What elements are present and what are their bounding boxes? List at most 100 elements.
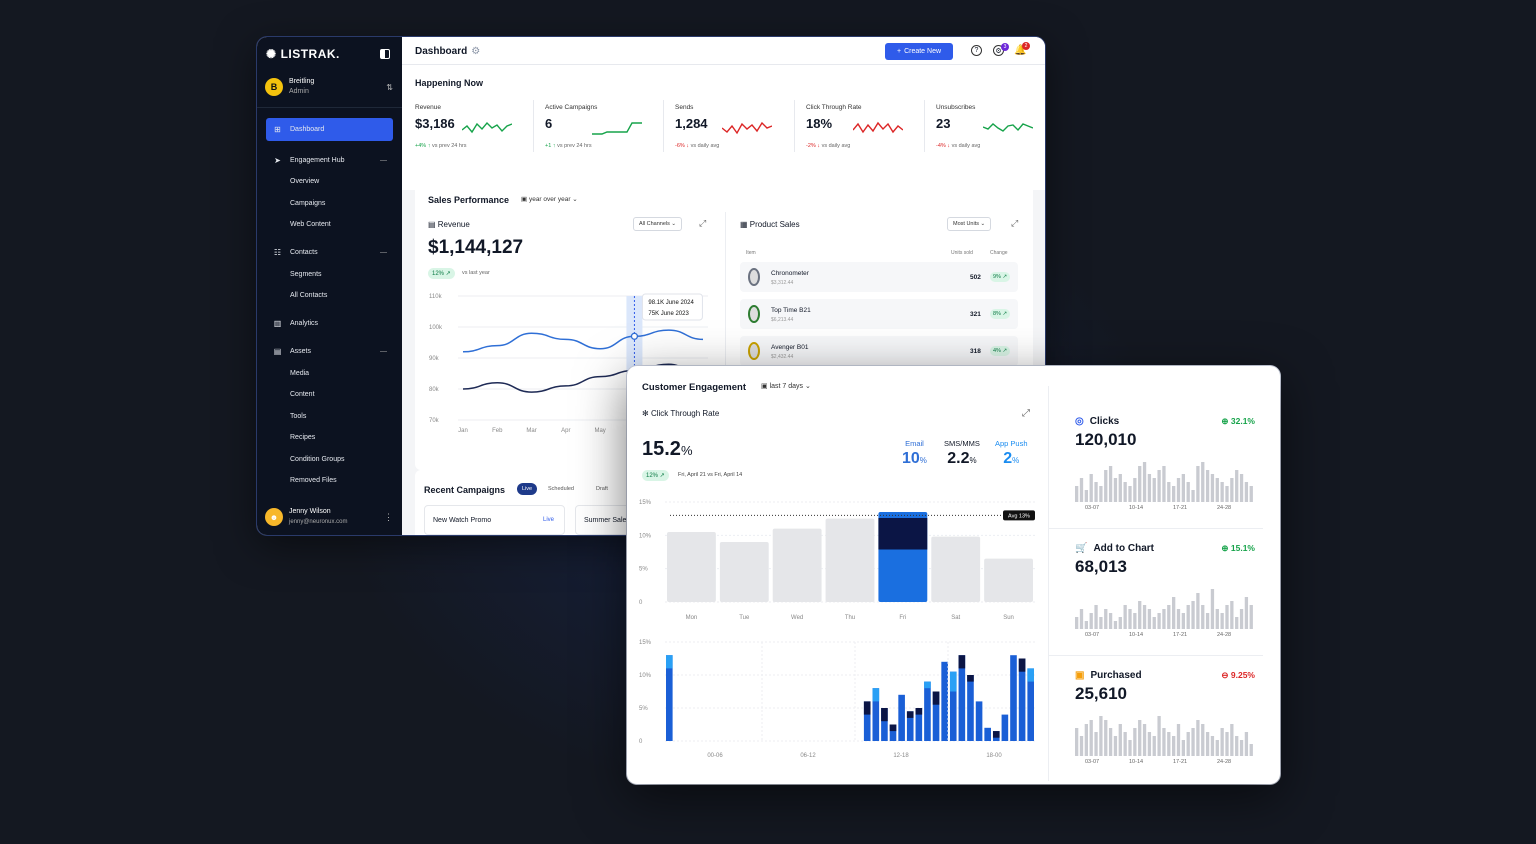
- tab-scheduled[interactable]: Scheduled: [548, 486, 574, 492]
- campaign-card[interactable]: New Watch Promo Live: [424, 505, 565, 535]
- kpi-click-through-rate[interactable]: Click Through Rate 18% -2% ↓ vs daily avg: [806, 104, 936, 182]
- product-row[interactable]: Chronometer $3,312.44 502 9% ↗: [740, 262, 1018, 292]
- sidebar-item-content[interactable]: Content: [266, 384, 393, 406]
- kpi-delta: +4% ↑ vs prev 24 hrs: [415, 143, 467, 149]
- sidebar-item-recipes[interactable]: Recipes: [266, 427, 393, 449]
- stat-clicks[interactable]: ◎ Clicks ⊕ 32.1% 120,010 03-07 10-14 17-21 24-2…: [1075, 416, 1255, 526]
- sidebar-item-analytics[interactable]: ▥ Analytics: [266, 313, 393, 335]
- bar: [915, 708, 923, 741]
- stat-mini-bar-chart: [1075, 716, 1253, 756]
- hourly-stacked-bar-chart: 15% 10% 5% 0 00-06 06-12 12-18 18-00: [639, 640, 1035, 759]
- bag-icon: ▣: [1075, 670, 1085, 681]
- range-select[interactable]: ▣ last 7 days ⌄: [761, 383, 811, 390]
- kpi-active-campaigns[interactable]: Active Campaigns 6 +1 ↑ vs prev 24 hrs: [545, 104, 675, 182]
- kpi-revenue[interactable]: Revenue $3,186 +4% ↑ vs prev 24 hrs: [415, 104, 545, 182]
- bar: [1075, 617, 1079, 629]
- help-icon[interactable]: ?: [971, 45, 982, 56]
- bar: [1162, 609, 1166, 629]
- change-badge: 9% ↗: [990, 272, 1011, 282]
- sidebar-item-segments[interactable]: Segments: [266, 264, 393, 286]
- sidebar-item-label: Content: [290, 391, 315, 399]
- bar: [825, 518, 875, 602]
- sidebar-item-web-content[interactable]: Web Content: [266, 214, 393, 236]
- divider: [1048, 386, 1049, 781]
- expand-icon[interactable]: ⤢: [1011, 218, 1019, 228]
- y-tick-label: 15%: [639, 640, 652, 646]
- divider: [533, 100, 534, 152]
- product-row[interactable]: Avenger B01 $2,432.44 318 4% ↗: [740, 336, 1018, 366]
- kpi-delta: -6% ↓ vs daily avg: [675, 143, 720, 149]
- watch-image: [748, 305, 760, 323]
- arrow-down-circle-icon: ⊖: [1221, 670, 1231, 680]
- bar: [1191, 490, 1195, 502]
- x-tick-label: 12-18: [893, 753, 909, 759]
- arrow-down-icon: ↓: [945, 143, 952, 149]
- bar: [924, 681, 931, 741]
- sidebar-item-media[interactable]: Media: [266, 363, 393, 385]
- sidebar-item-engagement-hub[interactable]: ➤ Engagement Hub —: [266, 149, 393, 171]
- arrow-up-icon: ↑: [551, 143, 558, 149]
- watch-image: [748, 268, 760, 286]
- sidebar: ✺ LISTRAK. B Breitling Admin ⇅ ⊞ Dashboard ➤…: [257, 37, 402, 535]
- sidebar-item-condition-groups[interactable]: Condition Groups: [266, 449, 393, 471]
- tab-live[interactable]: Live: [517, 483, 538, 495]
- campaign-card[interactable]: Summer Sale: [575, 505, 635, 535]
- tab-draft[interactable]: Draft: [596, 486, 608, 492]
- section-title: Recent Campaigns: [424, 485, 506, 495]
- bar-segment: [915, 708, 923, 715]
- expand-icon[interactable]: ⤢: [699, 218, 707, 228]
- channel-select[interactable]: All Channels ⌄: [633, 217, 683, 231]
- settings-gear-icon[interactable]: ⚙: [471, 46, 481, 57]
- collapse-minus-icon[interactable]: —: [380, 156, 387, 164]
- y-tick-label: 0: [639, 739, 643, 745]
- channel-label: Email: [905, 439, 924, 448]
- sidebar-item-overview[interactable]: Overview: [266, 171, 393, 193]
- sidebar-collapse-icon[interactable]: [380, 49, 390, 59]
- ctr-change-badge: 12% ↗: [642, 470, 669, 481]
- user-profile[interactable]: ☻ Jenny Wilson jenny@neuronux.com ⋮: [265, 507, 393, 527]
- revenue-value: $1,144,127: [428, 237, 524, 258]
- stat-add-to-chart[interactable]: 🛒 Add to Chart ⊕ 15.1% 68,013 03-07 10-14 17-2…: [1075, 543, 1255, 653]
- account-name: Breitling: [289, 78, 315, 85]
- sidebar-item-dashboard[interactable]: ⊞ Dashboard: [266, 118, 393, 141]
- channel-smsmms[interactable]: SMS/MMS 2.2%: [944, 439, 980, 468]
- sidebar-item-all-contacts[interactable]: All Contacts: [266, 285, 393, 307]
- expand-icon[interactable]: ⤢: [1022, 408, 1030, 419]
- campaign-name: New Watch Promo: [433, 517, 492, 524]
- sidebar-item-contacts[interactable]: ☷ Contacts —: [266, 242, 393, 264]
- sort-select[interactable]: Most Units ⌄: [947, 217, 992, 231]
- customer-engagement-window: Customer Engagement ▣ last 7 days ⌄ ✻ Cl…: [627, 366, 1280, 784]
- bar: [1186, 732, 1190, 756]
- x-tick-label: 24-28: [1217, 505, 1232, 511]
- range-select[interactable]: ▣ year over year ⌄: [521, 196, 578, 203]
- bar-segment: [1018, 658, 1026, 672]
- bar-segment: [1027, 668, 1034, 682]
- bar: [1133, 613, 1137, 629]
- channel-apppush[interactable]: App Push 2%: [995, 439, 1028, 468]
- bell-icon[interactable]: 🔔: [1014, 45, 1027, 56]
- bar: [1239, 474, 1244, 502]
- stat-purchased[interactable]: ▣ Purchased ⊖ 9.25% 25,610 03-07 10-14 17-21 24…: [1075, 670, 1255, 780]
- sidebar-item-campaigns[interactable]: Campaigns: [266, 193, 393, 215]
- channel-email[interactable]: Email 10%: [902, 439, 927, 468]
- sidebar-item-removed-files[interactable]: Removed Files: [266, 470, 393, 492]
- bar: [1235, 470, 1239, 502]
- sidebar-item-label: Web Content: [290, 221, 331, 229]
- bar: [1138, 720, 1142, 756]
- bar: [1215, 478, 1219, 502]
- bar: [1235, 617, 1239, 629]
- product-row[interactable]: Top Time B21 $6,213.44 321 8% ↗: [740, 299, 1018, 329]
- collapse-minus-icon[interactable]: —: [380, 249, 387, 256]
- sidebar-item-tools[interactable]: Tools: [266, 406, 393, 428]
- hover-point: [630, 332, 639, 340]
- brand-logo[interactable]: ✺ LISTRAK.: [266, 47, 340, 61]
- topbar: Dashboard ⚙ + Create New ? ⚙ 3 🔔 2: [402, 37, 1045, 65]
- kpi-unsubscribes[interactable]: Unsubscribes 23 -4% ↓ vs daily avg: [936, 104, 1045, 182]
- arrow-down-icon: ↓: [684, 143, 691, 149]
- collapse-minus-icon[interactable]: —: [380, 348, 387, 355]
- more-vertical-icon[interactable]: ⋮: [384, 511, 393, 522]
- kpi-sends[interactable]: Sends 1,284 -6% ↓ vs daily avg: [675, 104, 805, 182]
- create-new-button[interactable]: + Create New: [885, 43, 953, 60]
- account-switcher[interactable]: B Breitling Admin ⇅: [265, 77, 393, 97]
- sidebar-item-assets[interactable]: ▤ Assets —: [266, 341, 393, 363]
